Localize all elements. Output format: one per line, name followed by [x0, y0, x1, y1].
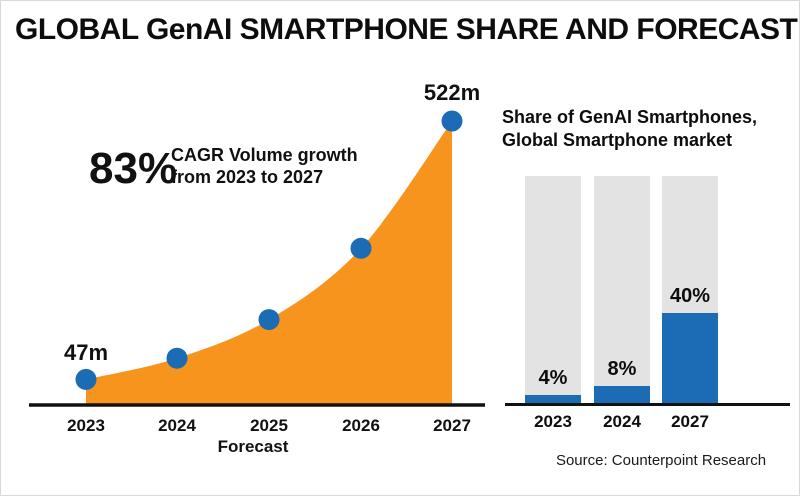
bar-value-label: 40% [669, 284, 711, 307]
page-title: GLOBAL GenAI SMARTPHONE SHARE AND FORECA… [15, 13, 798, 46]
cagr-caption-line1: CAGR Volume growth [171, 145, 358, 165]
last-point-label: 522m [424, 80, 480, 105]
bar-2027: 40% 2027 [662, 176, 718, 431]
data-point-dot [441, 110, 463, 132]
volume-area-chart: 47m 522m 83% CAGR Volume growth from 202… [1, 56, 496, 456]
bar-category-label: 2027 [671, 412, 709, 431]
data-point-dot [258, 309, 280, 331]
bar-category-label: 2024 [603, 412, 641, 431]
x-tick-2027: 2027 [433, 416, 471, 435]
cagr-value: 83% [89, 144, 177, 193]
share-bar-chart: Share of GenAI Smartphones, Global Smart… [498, 106, 794, 486]
data-point-dot [350, 237, 372, 259]
bar-chart-title: Share of GenAI Smartphones, Global Smart… [502, 106, 757, 152]
bar-2024: 8% 2024 [594, 176, 650, 431]
x-axis-line [505, 403, 790, 406]
data-point-dot [75, 368, 97, 390]
source-credit: Source: Counterpoint Research [555, 452, 767, 469]
bar-chart-title-line1: Share of GenAI Smartphones, [502, 107, 758, 127]
bar-fill [594, 385, 650, 404]
area-chart-svg: 47m 522m 83% CAGR Volume growth from 202… [29, 80, 485, 456]
x-tick-2023: 2023 [67, 416, 105, 435]
x-tick-2026: 2026 [342, 416, 380, 435]
bar-fill [662, 312, 718, 404]
bar-fill [525, 394, 581, 404]
x-tick-2025: 2025 [250, 416, 288, 435]
first-point-label: 47m [64, 340, 108, 365]
data-points [75, 110, 463, 390]
bar-track: 4% [525, 176, 581, 404]
area-series [86, 121, 452, 405]
x-axis-label: Forecast [218, 437, 289, 456]
bar-value-label: 4% [538, 366, 568, 389]
data-point-dot [166, 347, 188, 369]
bar-track: 8% [594, 176, 650, 404]
bar-category-label: 2023 [534, 412, 572, 431]
bar-chart-title-line2: Global Smartphone market [502, 130, 733, 150]
x-tick-2024: 2024 [158, 416, 196, 435]
bar-2023: 4% 2023 [525, 176, 581, 431]
cagr-caption-line2: from 2023 to 2027 [171, 167, 323, 187]
bar-value-label: 8% [607, 357, 637, 380]
bar-track: 40% [662, 176, 718, 404]
